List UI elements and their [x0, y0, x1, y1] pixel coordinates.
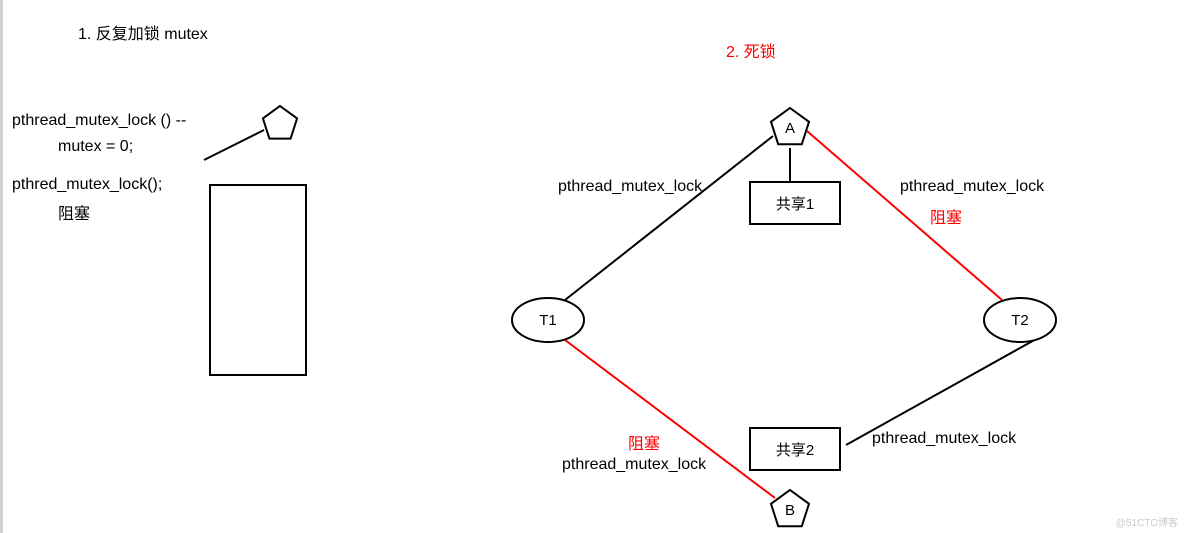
node-label-T2: T2 [1011, 312, 1029, 329]
diagram-canvas: 1. 反复加锁 mutex pthread_mutex_lock () -- m… [0, 0, 1184, 533]
s2-nodes: A B 共享1 共享2 T1 T2 [512, 108, 1056, 526]
s1-rect [210, 185, 306, 375]
diagram-svg: A B 共享1 共享2 T1 T2 [0, 0, 1184, 533]
s1-pentagon-icon [263, 106, 297, 139]
node-label-T1: T1 [539, 312, 557, 329]
node-label-A: A [785, 120, 795, 137]
node-label-S1: 共享1 [776, 196, 814, 213]
node-label-B: B [785, 502, 795, 519]
node-label-S2: 共享2 [776, 442, 814, 459]
s1-connector [204, 130, 264, 160]
edge [565, 136, 773, 300]
edge [565, 340, 775, 498]
edge [846, 338, 1038, 445]
watermark: @51CTO博客 [1116, 514, 1178, 529]
